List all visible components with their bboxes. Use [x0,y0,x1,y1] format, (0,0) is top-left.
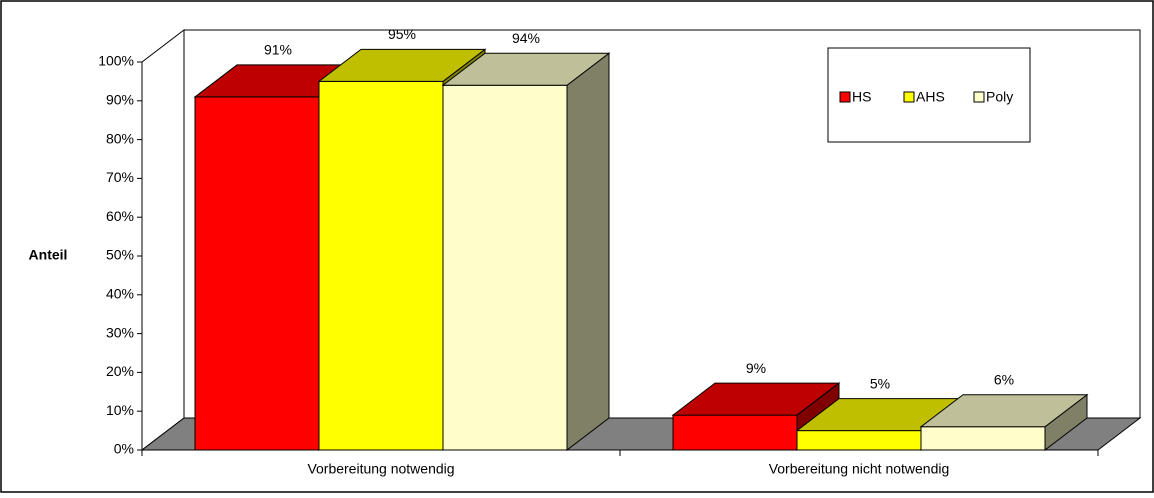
x-tick-label: Vorbereitung nicht notwendig [769,461,950,477]
value-label: 94% [512,30,540,46]
y-tick-label: 60% [106,208,134,224]
x-tick-label: Vorbereitung notwendig [307,461,454,477]
side-wall [141,28,185,452]
y-tick-label: 40% [106,286,134,302]
value-label: 95% [388,26,416,42]
bar-top [671,382,841,416]
value-label: 91% [264,42,292,58]
value-label: 5% [870,375,890,391]
bar-top [441,52,611,86]
y-tick-label: 30% [106,324,134,340]
bar-top [919,394,1089,428]
y-tick-label: 20% [106,363,134,379]
y-axis-label: Anteil [29,247,68,263]
legend-box [827,47,1031,143]
legend-swatch [839,91,851,103]
y-tick-label: 90% [106,92,134,108]
value-label: 9% [746,360,766,376]
legend-label: HS [852,89,871,105]
legend-label: Poly [986,89,1013,105]
bar [672,414,798,451]
value-label: 6% [994,371,1014,387]
bar [796,430,922,451]
y-tick-label: 70% [106,169,134,185]
bar-side [566,52,610,452]
bar [318,80,444,451]
y-tick-label: 50% [106,247,134,263]
bar [920,426,1046,451]
bar-top [317,48,487,82]
bar [442,84,568,451]
y-tick-label: 0% [114,441,134,457]
y-tick-label: 100% [98,53,134,69]
legend-swatch [973,91,985,103]
legend-swatch [903,91,915,103]
legend-label: AHS [916,89,945,105]
bar [194,96,320,451]
y-tick-label: 10% [106,402,134,418]
y-tick-label: 80% [106,130,134,146]
